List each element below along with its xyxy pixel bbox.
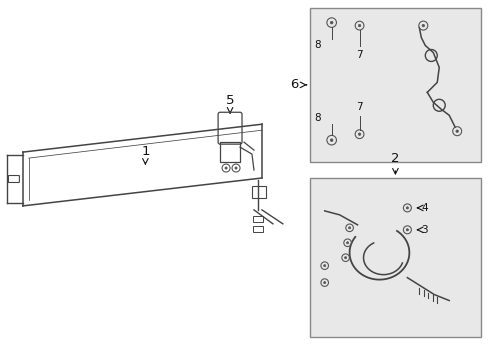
Circle shape [323,282,326,284]
Text: 6: 6 [291,78,299,91]
Text: 1: 1 [141,145,149,158]
Text: 5: 5 [226,94,234,107]
Circle shape [348,227,351,229]
Bar [310,8,481,162]
Text: 3: 3 [421,225,428,235]
Text: 8: 8 [315,40,321,50]
Circle shape [406,229,409,231]
Circle shape [344,257,346,259]
Circle shape [358,133,361,135]
Bar [310,178,481,337]
Circle shape [235,167,237,169]
Text: 2: 2 [391,152,400,165]
Circle shape [406,207,409,209]
Circle shape [422,24,424,27]
Circle shape [330,139,333,141]
Text: 7: 7 [356,102,363,112]
Circle shape [323,265,326,267]
Circle shape [456,130,459,132]
Circle shape [225,167,227,169]
Circle shape [346,242,349,244]
Circle shape [330,21,333,24]
Circle shape [358,24,361,27]
Text: 8: 8 [315,113,321,123]
Text: 7: 7 [356,50,363,60]
Text: 4: 4 [421,203,428,213]
